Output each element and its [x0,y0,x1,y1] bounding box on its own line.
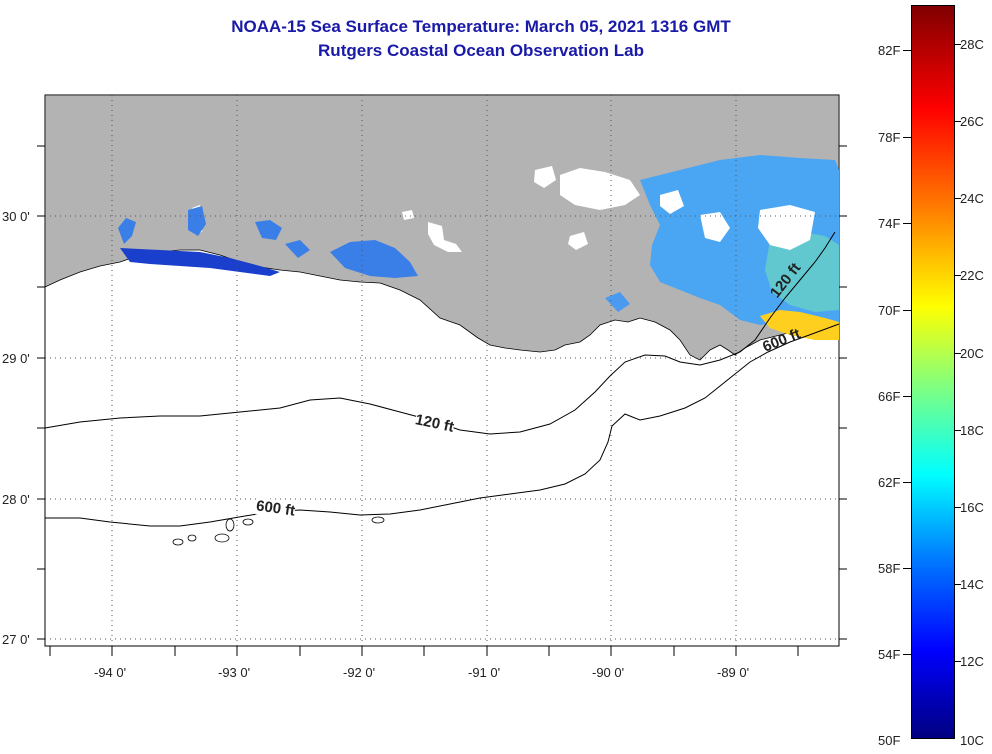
sst-patch [118,218,136,244]
colorbar-label-66f: 66F [878,389,901,404]
colorbar-label-74f: 74F [878,216,901,231]
cloud-patch [560,168,640,210]
colorbar-label-12c: 12C [960,654,984,669]
sst-patch [255,220,282,240]
axis-ticks [37,145,847,656]
colorbar-label-58f: 58F [878,561,901,576]
colorbar-label-18c: 18C [960,423,984,438]
temperature-colorbar [911,5,955,739]
sst-patch [605,292,630,312]
colorbar-label-20c: 20C [960,346,984,361]
lat-label-27: 27 0' [2,632,30,647]
cloud-patch [428,222,462,252]
sst-patch [188,206,206,236]
colorbar-label-70f: 70F [878,303,901,318]
lon-label-94: -94 0' [94,665,127,680]
colorbar-label-28c: 28C [960,37,984,52]
colorbar-label-50f: 50F [878,733,901,748]
cloud-patch [402,210,414,220]
lat-label-29: 29 0' [2,351,30,366]
sst-patch [120,248,280,276]
colorbar-label-16c: 16C [960,500,984,515]
cloud-patch [568,232,588,250]
colorbar-label-22c: 22C [960,268,984,283]
map-title: NOAA-15 Sea Surface Temperature: March 0… [231,17,731,36]
colorbar-label-26c: 26C [960,114,984,129]
lat-label-28: 28 0' [2,492,30,507]
colorbar-label-24c: 24C [960,191,984,206]
sst-patch [765,232,839,312]
lon-label-90: -90 0' [592,665,625,680]
colorbar-label-78f: 78F [878,130,901,145]
graticule [45,95,839,646]
colorbar-label-62f: 62F [878,475,901,490]
cloud-patch [700,212,730,242]
contour-120ft [44,231,836,435]
sst-patch [760,310,839,340]
sst-patch [330,240,418,278]
colorbar-label-14c: 14C [960,577,984,592]
map-subtitle: Rutgers Coastal Ocean Observation Lab [318,41,644,60]
lon-label-92: -92 0' [343,665,376,680]
lat-label-30: 30 0' [2,209,30,224]
lon-label-91: -91 0' [468,665,501,680]
cloud-patch [660,190,684,214]
sst-patch [285,240,310,258]
cloud-patch [534,166,556,188]
colorbar-label-54f: 54F [878,647,901,662]
lon-label-93: -93 0' [218,665,251,680]
contour-600ft [45,323,840,527]
colorbar-label-10c: 10C [960,733,984,748]
lon-label-89: -89 0' [717,665,750,680]
colorbar-label-82f: 82F [878,43,901,58]
contour-islands [172,516,385,546]
